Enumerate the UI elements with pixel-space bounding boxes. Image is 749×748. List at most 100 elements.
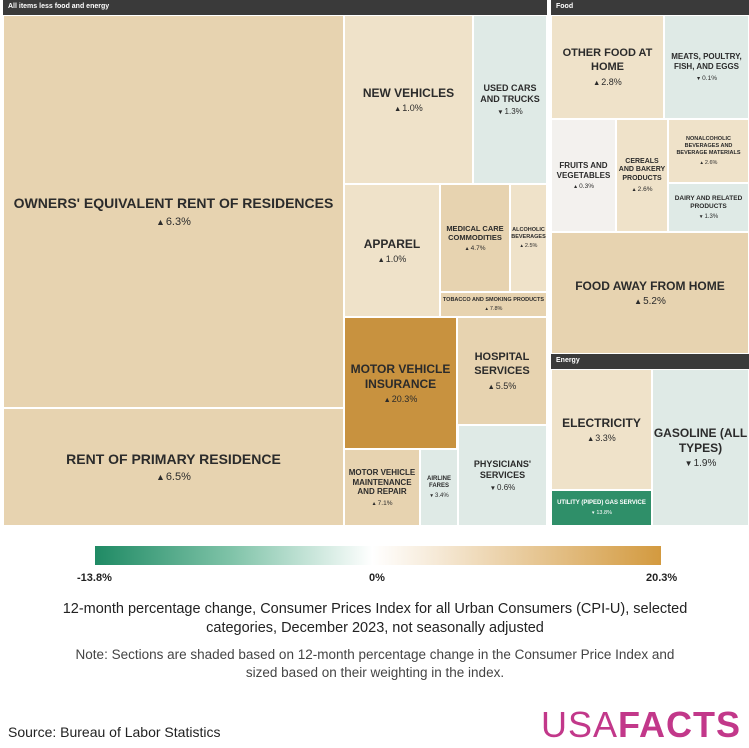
- treemap-tile-newveh: New vehicles ▲1.0%: [344, 15, 473, 184]
- tile-percent: 1.3%: [704, 213, 719, 220]
- down-arrow-icon: ▼: [489, 485, 497, 493]
- up-arrow-icon: ▲: [587, 434, 595, 444]
- tile-value: ▼3.4%: [429, 493, 448, 499]
- tile-value: ▼1.3%: [699, 214, 718, 220]
- down-arrow-icon: ▼: [591, 510, 596, 516]
- tile-label: Meats, poultry, fish, and eggs: [671, 52, 742, 71]
- up-arrow-icon: ▲: [371, 501, 377, 508]
- brand-facts: FACTS: [617, 704, 741, 745]
- treemap-tile-gasoline: Gasoline (all types) ▼1.9%: [652, 369, 749, 526]
- tile-value: ▲1.0%: [378, 254, 407, 264]
- tile-label: Alcoholic beverages: [511, 226, 546, 240]
- tile-label: Gasoline (all types): [653, 425, 748, 455]
- treemap-tile-physicians: Physicians' services ▼0.6%: [458, 425, 547, 526]
- tile-label: Food away from home: [575, 278, 725, 293]
- tile-label: Cereals and bakery products: [618, 157, 666, 182]
- section-header-all-items: All items less food and energy: [3, 0, 547, 15]
- tile-percent: 2.6%: [637, 186, 653, 194]
- legend-mid-label: 0%: [369, 572, 385, 584]
- treemap-tile-tobacco: Tobacco and smoking products ▲7.8%: [440, 292, 547, 317]
- tile-percent: 1.0%: [385, 254, 407, 265]
- tile-percent: 2.6%: [704, 159, 718, 166]
- treemap-tile-foodaway: Food away from home ▲5.2%: [551, 232, 749, 354]
- up-arrow-icon: ▲: [573, 184, 579, 191]
- tile-value: ▲5.5%: [488, 381, 517, 391]
- treemap-tile-medcomm: Medical care commodities ▲4.7%: [440, 184, 510, 292]
- tile-label: Utility (piped) gas service: [557, 499, 646, 506]
- up-arrow-icon: ▲: [487, 381, 495, 391]
- tile-percent: 5.2%: [643, 296, 666, 308]
- tile-value: ▼13.8%: [591, 510, 612, 516]
- down-arrow-icon: ▼: [698, 214, 704, 220]
- up-arrow-icon: ▲: [631, 187, 637, 194]
- legend-min-label: -13.8%: [77, 572, 112, 584]
- tile-value: ▲20.3%: [384, 394, 418, 404]
- tile-label: Medical care commodities: [446, 223, 504, 242]
- brand-usa: USA: [540, 704, 618, 745]
- tile-label: Apparel: [363, 236, 421, 251]
- tile-value: ▲2.8%: [593, 77, 622, 87]
- up-arrow-icon: ▲: [519, 243, 524, 249]
- tile-value: ▲6.3%: [156, 216, 191, 228]
- treemap-tile-oer: Owners' equivalent rent of residences ▲6.…: [3, 15, 344, 408]
- tile-value: ▲1.0%: [394, 103, 423, 113]
- legend-max-label: 20.3%: [646, 572, 678, 584]
- tile-percent: 4.7%: [470, 245, 486, 253]
- tile-label: Motor vehicle insurance: [350, 361, 451, 391]
- treemap-tile-cereals: Cereals and bakery products ▲2.6%: [616, 119, 668, 232]
- up-arrow-icon: ▲: [394, 104, 402, 114]
- tile-value: ▲2.5%: [520, 243, 538, 249]
- tile-percent: 0.6%: [497, 483, 516, 493]
- tile-percent: 6.5%: [165, 471, 191, 484]
- tile-percent: 3.3%: [595, 433, 616, 444]
- up-arrow-icon: ▲: [156, 216, 165, 227]
- down-arrow-icon: ▼: [497, 109, 504, 117]
- tile-value: ▲3.3%: [587, 433, 616, 443]
- treemap-tile-airline: Airline fares ▼3.4%: [420, 449, 458, 526]
- color-scale-bar: [95, 546, 661, 565]
- tile-value: ▼1.9%: [685, 458, 717, 469]
- tile-value: ▲2.6%: [700, 160, 718, 166]
- tile-percent: 0.3%: [579, 183, 594, 191]
- section-header-food: Food: [551, 0, 749, 15]
- treemap-tile-meats: Meats, poultry, fish, and eggs ▼0.1%: [664, 15, 749, 119]
- down-arrow-icon: ▼: [696, 75, 702, 82]
- up-arrow-icon: ▲: [699, 159, 704, 165]
- tile-value: ▲2.6%: [632, 186, 653, 193]
- up-arrow-icon: ▲: [156, 472, 165, 483]
- tile-label: Motor vehicle maintenance and repair: [348, 467, 416, 497]
- tile-percent: 5.5%: [495, 380, 517, 391]
- tile-label: Owners' equivalent rent of residences: [13, 195, 334, 212]
- tile-value: ▼1.3%: [497, 107, 523, 116]
- treemap-tile-utilgas: Utility (piped) gas service ▼13.8%: [551, 490, 652, 526]
- tile-value: ▲7.8%: [485, 306, 503, 312]
- treemap-tile-rent: Rent of primary residence ▲6.5%: [3, 408, 344, 526]
- source-text: Source: Bureau of Labor Statistics: [8, 724, 221, 740]
- tile-value: ▼0.6%: [490, 483, 516, 492]
- up-arrow-icon: ▲: [484, 306, 489, 312]
- treemap-tile-apparel: Apparel ▲1.0%: [344, 184, 440, 317]
- tile-value: ▲0.3%: [573, 183, 594, 190]
- tile-percent: 1.9%: [693, 458, 717, 470]
- tile-percent: 1.3%: [504, 107, 523, 117]
- tile-percent: 2.8%: [601, 76, 622, 87]
- tile-percent: 7.8%: [489, 306, 503, 313]
- tile-label: Used cars and trucks: [480, 82, 540, 104]
- section-header-energy: Energy: [551, 354, 749, 369]
- up-arrow-icon: ▲: [377, 255, 385, 265]
- treemap-tile-alcohol: Alcoholic beverages ▲2.5%: [510, 184, 547, 292]
- up-arrow-icon: ▲: [383, 395, 391, 405]
- tile-value: ▲7.1%: [372, 500, 393, 507]
- tile-label: Dairy and related products: [674, 195, 743, 210]
- down-arrow-icon: ▼: [429, 494, 435, 500]
- tile-percent: 20.3%: [391, 394, 418, 405]
- treemap-tile-nonalc: Nonalcoholic beverages and beverage mate…: [668, 119, 749, 183]
- tile-label: Tobacco and smoking products: [442, 296, 545, 303]
- usafacts-logo: USAFACTS: [541, 704, 741, 746]
- tile-value: ▲6.5%: [156, 471, 191, 483]
- tile-label: New vehicles: [362, 85, 455, 100]
- tile-label: Electricity: [562, 415, 641, 430]
- chart-note: Note: Sections are shaded based on 12-mo…: [75, 647, 675, 680]
- down-arrow-icon: ▼: [684, 459, 693, 469]
- tile-percent: 6.3%: [165, 215, 191, 228]
